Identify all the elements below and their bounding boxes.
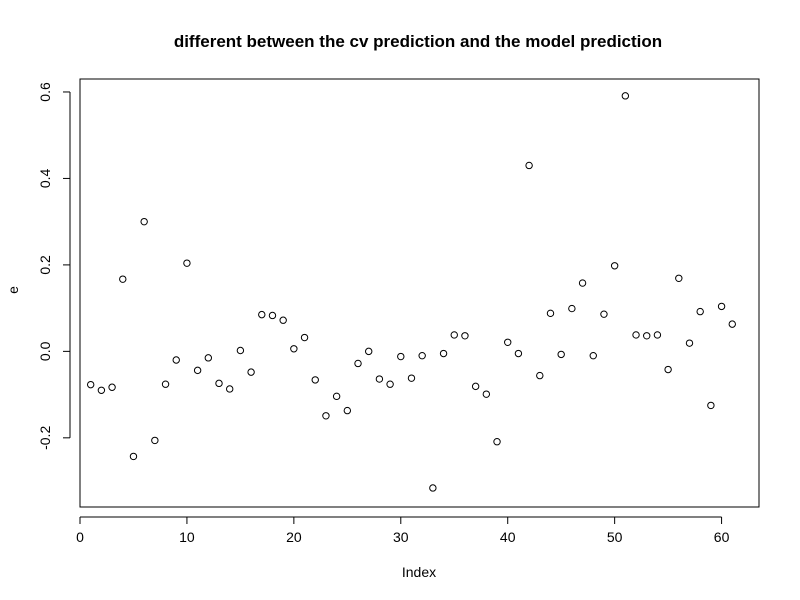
y-tick-label: 0.6	[37, 82, 53, 102]
chart-title: different between the cv prediction and …	[174, 32, 662, 51]
x-tick-label: 30	[393, 529, 409, 545]
x-tick-label: 60	[714, 529, 730, 545]
data-point	[578, 279, 587, 287]
data-point	[365, 347, 373, 356]
data-point	[386, 380, 394, 388]
data-point	[279, 316, 287, 324]
data-point	[247, 368, 255, 376]
data-point	[397, 352, 405, 361]
y-tick-label: 0.4	[37, 168, 53, 188]
data-point	[643, 332, 651, 340]
y-tick-label: 0.2	[37, 255, 53, 275]
data-point	[236, 346, 245, 355]
data-point	[653, 331, 662, 339]
data-point	[707, 401, 715, 410]
data-point	[461, 332, 469, 340]
x-tick-label: 20	[286, 529, 302, 545]
data-point	[86, 380, 95, 389]
data-point	[108, 383, 116, 391]
data-point	[557, 350, 565, 359]
data-point	[600, 310, 608, 318]
data-point	[151, 436, 159, 445]
data-point	[290, 345, 298, 353]
data-point	[610, 262, 619, 270]
data-point	[450, 331, 458, 339]
data-point	[215, 379, 223, 388]
data-point	[204, 354, 213, 362]
data-point	[300, 333, 309, 342]
data-point	[183, 259, 191, 267]
data-point	[675, 274, 683, 283]
data-point	[482, 390, 491, 398]
data-point	[493, 438, 501, 446]
data-point	[728, 320, 736, 328]
data-point	[536, 371, 544, 380]
data-point	[343, 406, 352, 415]
data-point	[568, 304, 576, 313]
y-tick-label: 0.0	[37, 341, 53, 361]
y-axis: -0.2 0.0 0.2 0.4 0.6	[37, 82, 71, 450]
data-point	[258, 310, 266, 319]
data-point	[696, 307, 704, 316]
x-axis-label: Index	[402, 564, 436, 580]
data-point	[418, 351, 426, 360]
data-point	[525, 161, 533, 170]
data-point	[471, 382, 480, 391]
y-axis-label: e	[5, 286, 21, 294]
data-point	[97, 386, 106, 394]
data-point	[172, 356, 180, 364]
data-point	[193, 366, 202, 375]
data-point	[268, 311, 277, 320]
data-point	[664, 365, 672, 374]
data-point	[354, 359, 362, 368]
data-point	[717, 302, 726, 311]
data-point	[407, 374, 416, 382]
data-point	[140, 217, 148, 226]
plot-frame	[79, 78, 760, 508]
data-point	[621, 92, 630, 100]
data-point	[129, 452, 138, 461]
data-point	[546, 309, 555, 318]
data-point	[161, 380, 170, 388]
y-tick-label: -0.2	[37, 426, 53, 450]
data-point	[226, 385, 234, 393]
x-tick-label: 0	[76, 529, 84, 545]
data-point	[504, 338, 512, 346]
x-tick-label: 40	[500, 529, 516, 545]
data-point	[332, 392, 341, 401]
data-point	[685, 339, 694, 347]
data-point	[589, 351, 597, 360]
data-point	[322, 412, 330, 420]
data-point	[439, 349, 448, 358]
x-tick-label: 10	[179, 529, 195, 545]
data-point	[375, 375, 384, 383]
x-tick-label: 50	[607, 529, 623, 545]
data-point	[429, 484, 437, 492]
data-point	[311, 376, 319, 384]
data-point	[632, 331, 640, 339]
data-points	[86, 92, 736, 492]
x-axis: 0 10 20 30 40 50 60	[76, 516, 730, 545]
data-point	[119, 275, 127, 283]
data-point	[514, 349, 523, 358]
